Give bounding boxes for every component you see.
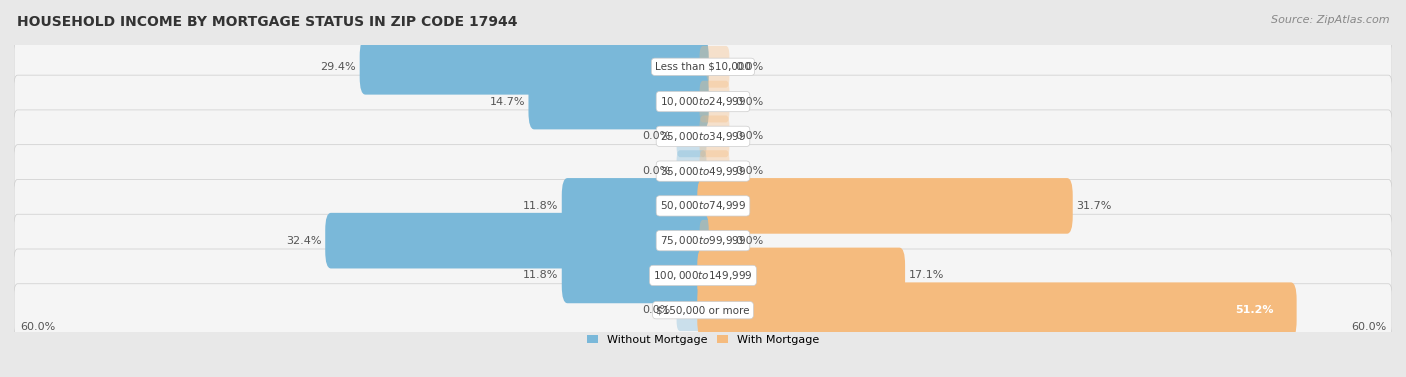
- FancyBboxPatch shape: [14, 75, 1392, 128]
- Text: 51.2%: 51.2%: [1236, 305, 1274, 315]
- Text: 14.7%: 14.7%: [489, 97, 524, 107]
- FancyBboxPatch shape: [325, 213, 709, 268]
- Text: $50,000 to $74,999: $50,000 to $74,999: [659, 199, 747, 212]
- FancyBboxPatch shape: [562, 248, 709, 303]
- Text: $25,000 to $34,999: $25,000 to $34,999: [659, 130, 747, 143]
- Text: 0.0%: 0.0%: [735, 62, 763, 72]
- Text: 0.0%: 0.0%: [643, 166, 671, 176]
- Text: $10,000 to $24,999: $10,000 to $24,999: [659, 95, 747, 108]
- Text: $150,000 or more: $150,000 or more: [657, 305, 749, 315]
- FancyBboxPatch shape: [676, 115, 706, 157]
- Text: 0.0%: 0.0%: [643, 131, 671, 141]
- Text: Source: ZipAtlas.com: Source: ZipAtlas.com: [1271, 15, 1389, 25]
- Text: $75,000 to $99,999: $75,000 to $99,999: [659, 234, 747, 247]
- Text: 31.7%: 31.7%: [1076, 201, 1112, 211]
- Text: 0.0%: 0.0%: [735, 236, 763, 246]
- Text: 60.0%: 60.0%: [20, 322, 55, 332]
- Text: 11.8%: 11.8%: [523, 201, 558, 211]
- Text: 29.4%: 29.4%: [321, 62, 356, 72]
- FancyBboxPatch shape: [697, 178, 1073, 234]
- FancyBboxPatch shape: [14, 145, 1392, 198]
- FancyBboxPatch shape: [14, 249, 1392, 302]
- FancyBboxPatch shape: [676, 289, 706, 331]
- FancyBboxPatch shape: [14, 110, 1392, 163]
- FancyBboxPatch shape: [697, 282, 1296, 338]
- FancyBboxPatch shape: [676, 150, 706, 192]
- FancyBboxPatch shape: [700, 46, 730, 88]
- FancyBboxPatch shape: [562, 178, 709, 234]
- FancyBboxPatch shape: [529, 74, 709, 129]
- Text: 0.0%: 0.0%: [735, 131, 763, 141]
- Text: 32.4%: 32.4%: [287, 236, 322, 246]
- FancyBboxPatch shape: [700, 115, 730, 157]
- FancyBboxPatch shape: [14, 179, 1392, 232]
- Text: 17.1%: 17.1%: [908, 270, 943, 280]
- FancyBboxPatch shape: [697, 248, 905, 303]
- Text: Less than $10,000: Less than $10,000: [655, 62, 751, 72]
- FancyBboxPatch shape: [360, 39, 709, 95]
- FancyBboxPatch shape: [14, 284, 1392, 337]
- Text: 0.0%: 0.0%: [735, 166, 763, 176]
- Text: 60.0%: 60.0%: [1351, 322, 1386, 332]
- Text: $100,000 to $149,999: $100,000 to $149,999: [654, 269, 752, 282]
- FancyBboxPatch shape: [700, 220, 730, 262]
- FancyBboxPatch shape: [14, 214, 1392, 267]
- Text: $35,000 to $49,999: $35,000 to $49,999: [659, 165, 747, 178]
- FancyBboxPatch shape: [700, 81, 730, 123]
- Text: 11.8%: 11.8%: [523, 270, 558, 280]
- FancyBboxPatch shape: [700, 150, 730, 192]
- Text: HOUSEHOLD INCOME BY MORTGAGE STATUS IN ZIP CODE 17944: HOUSEHOLD INCOME BY MORTGAGE STATUS IN Z…: [17, 15, 517, 29]
- Legend: Without Mortgage, With Mortgage: Without Mortgage, With Mortgage: [582, 330, 824, 349]
- Text: 0.0%: 0.0%: [735, 97, 763, 107]
- FancyBboxPatch shape: [14, 40, 1392, 93]
- Text: 0.0%: 0.0%: [643, 305, 671, 315]
